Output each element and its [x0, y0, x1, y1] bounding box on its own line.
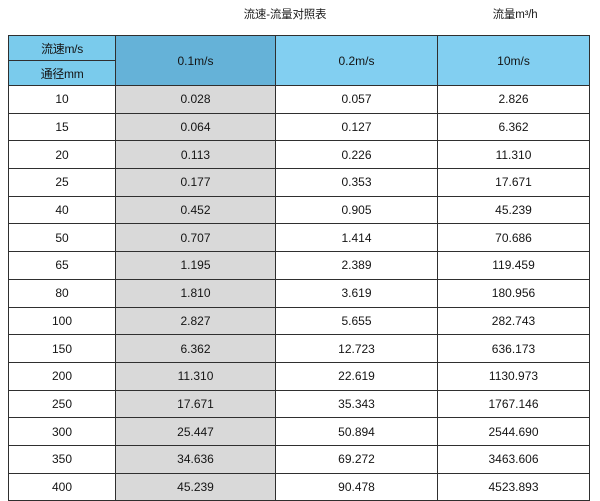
table-row: 300 25.447 50.894 2544.690: [8, 417, 590, 446]
cell-dn: 40: [8, 195, 116, 225]
cell-v02: 35.343: [275, 389, 438, 419]
table-row: 250 17.671 35.343 1767.146: [8, 389, 590, 419]
cell-v10: 1130.973: [437, 361, 590, 391]
cell-dn: 15: [8, 112, 116, 142]
table-row: 20 0.113 0.226 11.310: [8, 140, 590, 170]
table-row: 150 6.362 12.723 636.173: [8, 334, 590, 363]
column-header-v10[interactable]: 10m/s: [437, 35, 590, 86]
cell-v10: 119.459: [437, 251, 590, 280]
cell-v02: 0.353: [275, 168, 438, 197]
cell-v10: 6.362: [437, 112, 590, 142]
cell-v02: 1.414: [275, 223, 438, 253]
cell-dn: 150: [8, 334, 116, 363]
cell-v01: 0.028: [115, 85, 276, 114]
cell-v01: 2.827: [115, 306, 276, 336]
corner-velocity-label: 流速m/s: [8, 35, 116, 61]
table-body: 流速m/s 0.1m/s 0.2m/s 10m/s 通径mm 10 0.028 …: [8, 35, 590, 501]
cell-v01: 1.195: [115, 251, 276, 280]
table-row: 15 0.064 0.127 6.362: [8, 112, 590, 142]
flow-velocity-table: 流速m/s 0.1m/s 0.2m/s 10m/s 通径mm 10 0.028 …: [8, 35, 590, 501]
table-header-row-bottom: 通径mm: [8, 60, 590, 86]
cell-v01: 0.064: [115, 112, 276, 142]
cell-v02: 5.655: [275, 306, 438, 336]
cell-dn: 250: [8, 389, 116, 419]
cell-v02: 0.226: [275, 140, 438, 170]
cell-v10: 11.310: [437, 140, 590, 170]
cell-v02: 0.127: [275, 112, 438, 142]
table-row: 350 34.636 69.272 3463.606: [8, 444, 590, 474]
cell-dn: 400: [8, 472, 116, 501]
cell-v01: 0.177: [115, 168, 276, 197]
table-row: 50 0.707 1.414 70.686: [8, 223, 590, 253]
cell-v10: 2.826: [437, 85, 590, 114]
cell-dn: 300: [8, 417, 116, 446]
cell-v10: 70.686: [437, 223, 590, 253]
cell-dn: 200: [8, 361, 116, 391]
cell-v10: 2544.690: [437, 417, 590, 446]
cell-dn: 100: [8, 306, 116, 336]
cell-v02: 69.272: [275, 444, 438, 474]
cell-v10: 17.671: [437, 168, 590, 197]
cell-v02: 90.478: [275, 472, 438, 501]
table-row: 10 0.028 0.057 2.826: [8, 85, 590, 114]
cell-v01: 0.113: [115, 140, 276, 170]
table-row: 65 1.195 2.389 119.459: [8, 251, 590, 280]
cell-v01: 17.671: [115, 389, 276, 419]
cell-v02: 0.905: [275, 195, 438, 225]
flow-unit-label: 流量m³/h: [492, 9, 538, 21]
cell-v01: 0.452: [115, 195, 276, 225]
cell-v01: 11.310: [115, 361, 276, 391]
cell-v01: 1.810: [115, 278, 276, 308]
table-row: 400 45.239 90.478 4523.893: [8, 472, 590, 501]
cell-dn: 80: [8, 278, 116, 308]
column-header-v02[interactable]: 0.2m/s: [275, 35, 438, 86]
cell-v02: 0.057: [275, 85, 438, 114]
cell-dn: 350: [8, 444, 116, 474]
cell-dn: 65: [8, 251, 116, 280]
cell-dn: 25: [8, 168, 116, 197]
cell-v01: 25.447: [115, 417, 276, 446]
cell-v10: 636.173: [437, 334, 590, 363]
cell-v02: 2.389: [275, 251, 438, 280]
table-header-row-top: 流速m/s 0.1m/s 0.2m/s 10m/s: [8, 35, 590, 86]
table-row: 40 0.452 0.905 45.239: [8, 195, 590, 225]
cell-v02: 12.723: [275, 334, 438, 363]
cell-v10: 1767.146: [437, 389, 590, 419]
table-row: 80 1.810 3.619 180.956: [8, 278, 590, 308]
cell-v01: 45.239: [115, 472, 276, 501]
cell-v10: 4523.893: [437, 472, 590, 501]
cell-v01: 6.362: [115, 334, 276, 363]
cell-v10: 45.239: [437, 195, 590, 225]
cell-v01: 0.707: [115, 223, 276, 253]
cell-v02: 3.619: [275, 278, 438, 308]
table-row: 100 2.827 5.655 282.743: [8, 306, 590, 336]
cell-dn: 10: [8, 85, 116, 114]
cell-v02: 22.619: [275, 361, 438, 391]
column-header-v01[interactable]: 0.1m/s: [115, 35, 276, 86]
cell-v02: 50.894: [275, 417, 438, 446]
caption-bar: 流速-流量对照表 流量m³/h: [0, 0, 600, 33]
cell-v01: 34.636: [115, 444, 276, 474]
flow-velocity-table-container: 流速m/s 0.1m/s 0.2m/s 10m/s 通径mm 10 0.028 …: [8, 35, 590, 501]
cell-v10: 282.743: [437, 306, 590, 336]
table-row: 200 11.310 22.619 1130.973: [8, 361, 590, 391]
chart-title: 流速-流量对照表: [243, 9, 327, 21]
corner-diameter-label: 通径mm: [8, 60, 116, 86]
cell-v10: 180.956: [437, 278, 590, 308]
table-row: 25 0.177 0.353 17.671: [8, 168, 590, 197]
cell-v10: 3463.606: [437, 444, 590, 474]
cell-dn: 50: [8, 223, 116, 253]
cell-dn: 20: [8, 140, 116, 170]
